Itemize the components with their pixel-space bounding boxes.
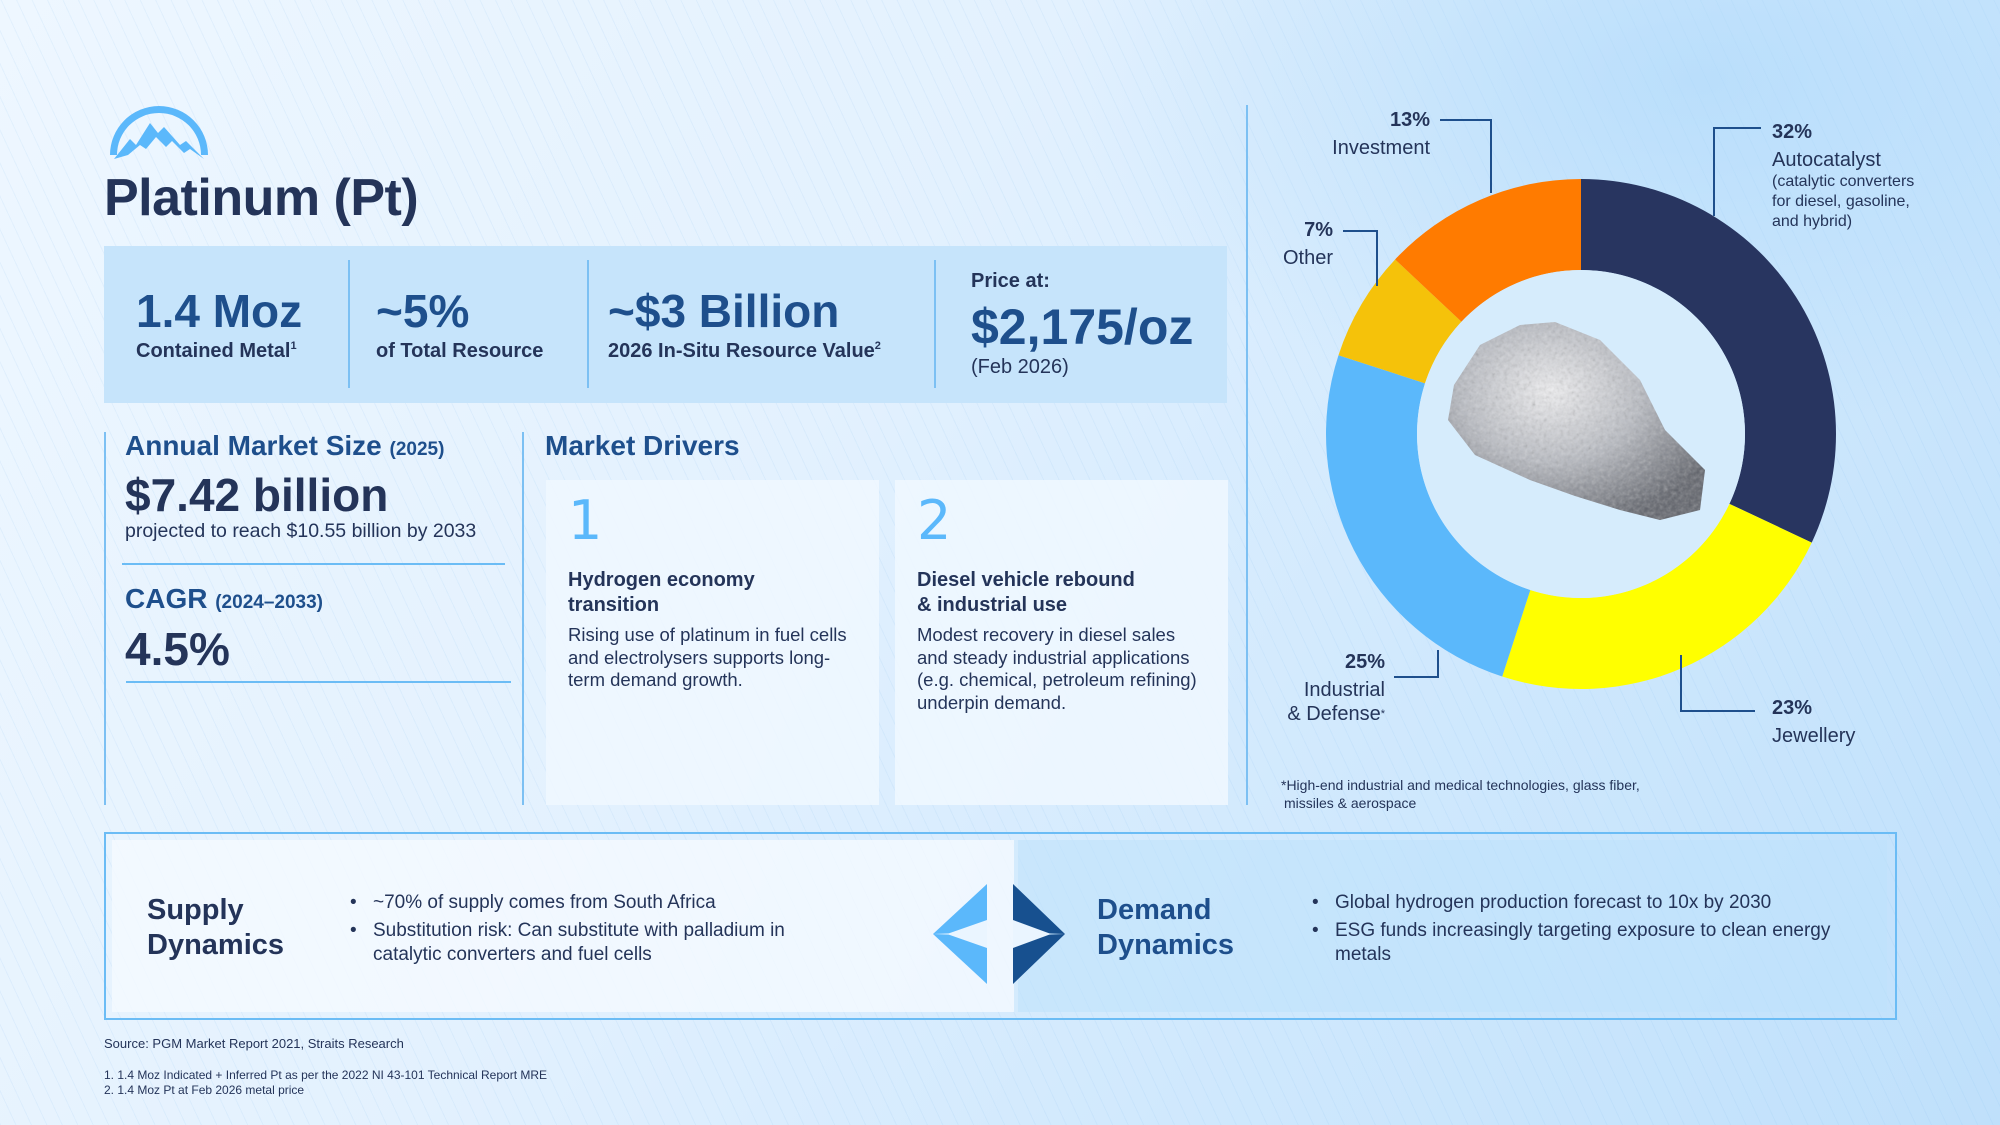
divider <box>1246 105 1248 805</box>
driver-body: Rising use of platinum in fuel cells and… <box>568 624 847 690</box>
label-investment: 13% Investment <box>1332 109 1430 159</box>
list-item: ESG funds increasingly targeting exposur… <box>1312 919 1832 967</box>
demand-bullets: Global hydrogen production forecast to 1… <box>1312 891 1832 971</box>
divider <box>934 260 936 388</box>
price-date: (Feb 2026) <box>971 356 1069 378</box>
divider <box>104 432 106 805</box>
leader-lines <box>1343 119 1761 712</box>
footnote-2: 2. 1.4 Moz Pt at Feb 2026 metal price <box>104 1083 305 1097</box>
source-note: Source: PGM Market Report 2021, Straits … <box>104 1036 404 1051</box>
driver-heading: Diesel vehicle rebound & industrial use <box>917 569 1135 616</box>
resource-share-value: ~5% <box>376 285 470 337</box>
donut-slice-autocatalyst <box>1581 179 1837 543</box>
demand-title: Demand Dynamics <box>1097 894 1235 961</box>
divider <box>126 681 511 683</box>
footnote-1: 1. 1.4 Moz Indicated + Inferred Pt as pe… <box>104 1068 548 1082</box>
list-item: Substitution risk: Can substitute with p… <box>350 919 820 967</box>
label-autocatalyst: 32% Autocatalyst (catalytic converters f… <box>1772 121 1915 230</box>
cagr-value: 4.5% <box>125 623 230 675</box>
driver-card-1: 1 Hydrogen economy transition Rising use … <box>546 480 879 805</box>
contained-metal-value: 1.4 Moz <box>136 285 303 337</box>
page-title: Platinum (Pt) <box>104 169 419 227</box>
driver-number: 2 <box>917 489 952 552</box>
mountain-logo-icon <box>110 106 208 159</box>
donut-slice-other <box>1338 259 1462 384</box>
divider <box>587 260 589 388</box>
driver-body: Modest recovery in diesel sales and stea… <box>917 624 1197 713</box>
market-size-title: Annual Market Size (2025) <box>125 430 445 461</box>
contained-metal-label: Contained Metal1 <box>136 340 297 362</box>
price-value: $2,175/oz <box>971 299 1194 355</box>
divider <box>348 260 350 388</box>
driver-number: 1 <box>568 489 603 552</box>
market-drivers-title: Market Drivers <box>545 430 740 461</box>
divider <box>522 432 524 805</box>
resource-value-label: 2026 In-Situ Resource Value2 <box>608 340 881 362</box>
resource-value: ~$3 Billion <box>608 285 840 337</box>
diamond-arrows-icon <box>933 884 1065 984</box>
supply-bullets: ~70% of supply comes from South Africa S… <box>350 891 820 971</box>
driver-heading: Hydrogen economy transition <box>568 569 755 616</box>
donut-slice-jewellery <box>1502 503 1812 690</box>
label-jewellery: 23% Jewellery <box>1772 697 1856 747</box>
market-size-value: $7.42 billion <box>125 469 389 521</box>
cagr-title: CAGR (2024–2033) <box>125 583 323 614</box>
price-label: Price at: <box>971 270 1050 292</box>
chart-footnote: *High-end industrial and medical technol… <box>1281 777 1640 811</box>
donut-slice-industrial <box>1326 355 1531 677</box>
resource-share-label: of Total Resource <box>376 340 544 362</box>
market-projection: projected to reach $10.55 billion by 203… <box>125 520 477 542</box>
driver-card-2: 2 Diesel vehicle rebound & industrial use… <box>895 480 1228 805</box>
label-industrial-defense: 25% Industrial & Defense* <box>1287 651 1385 725</box>
donut-slice-investment <box>1395 179 1581 322</box>
divider <box>122 563 505 565</box>
key-stats-band: 1.4 Moz Contained Metal1 ~5% of Total Re… <box>104 246 1227 403</box>
supply-title: Supply Dynamics <box>147 894 285 961</box>
list-item: Global hydrogen production forecast to 1… <box>1312 891 1832 915</box>
platinum-nugget-image <box>1448 322 1705 520</box>
list-item: ~70% of supply comes from South Africa <box>350 891 820 915</box>
label-other: 7% Other <box>1282 219 1333 269</box>
